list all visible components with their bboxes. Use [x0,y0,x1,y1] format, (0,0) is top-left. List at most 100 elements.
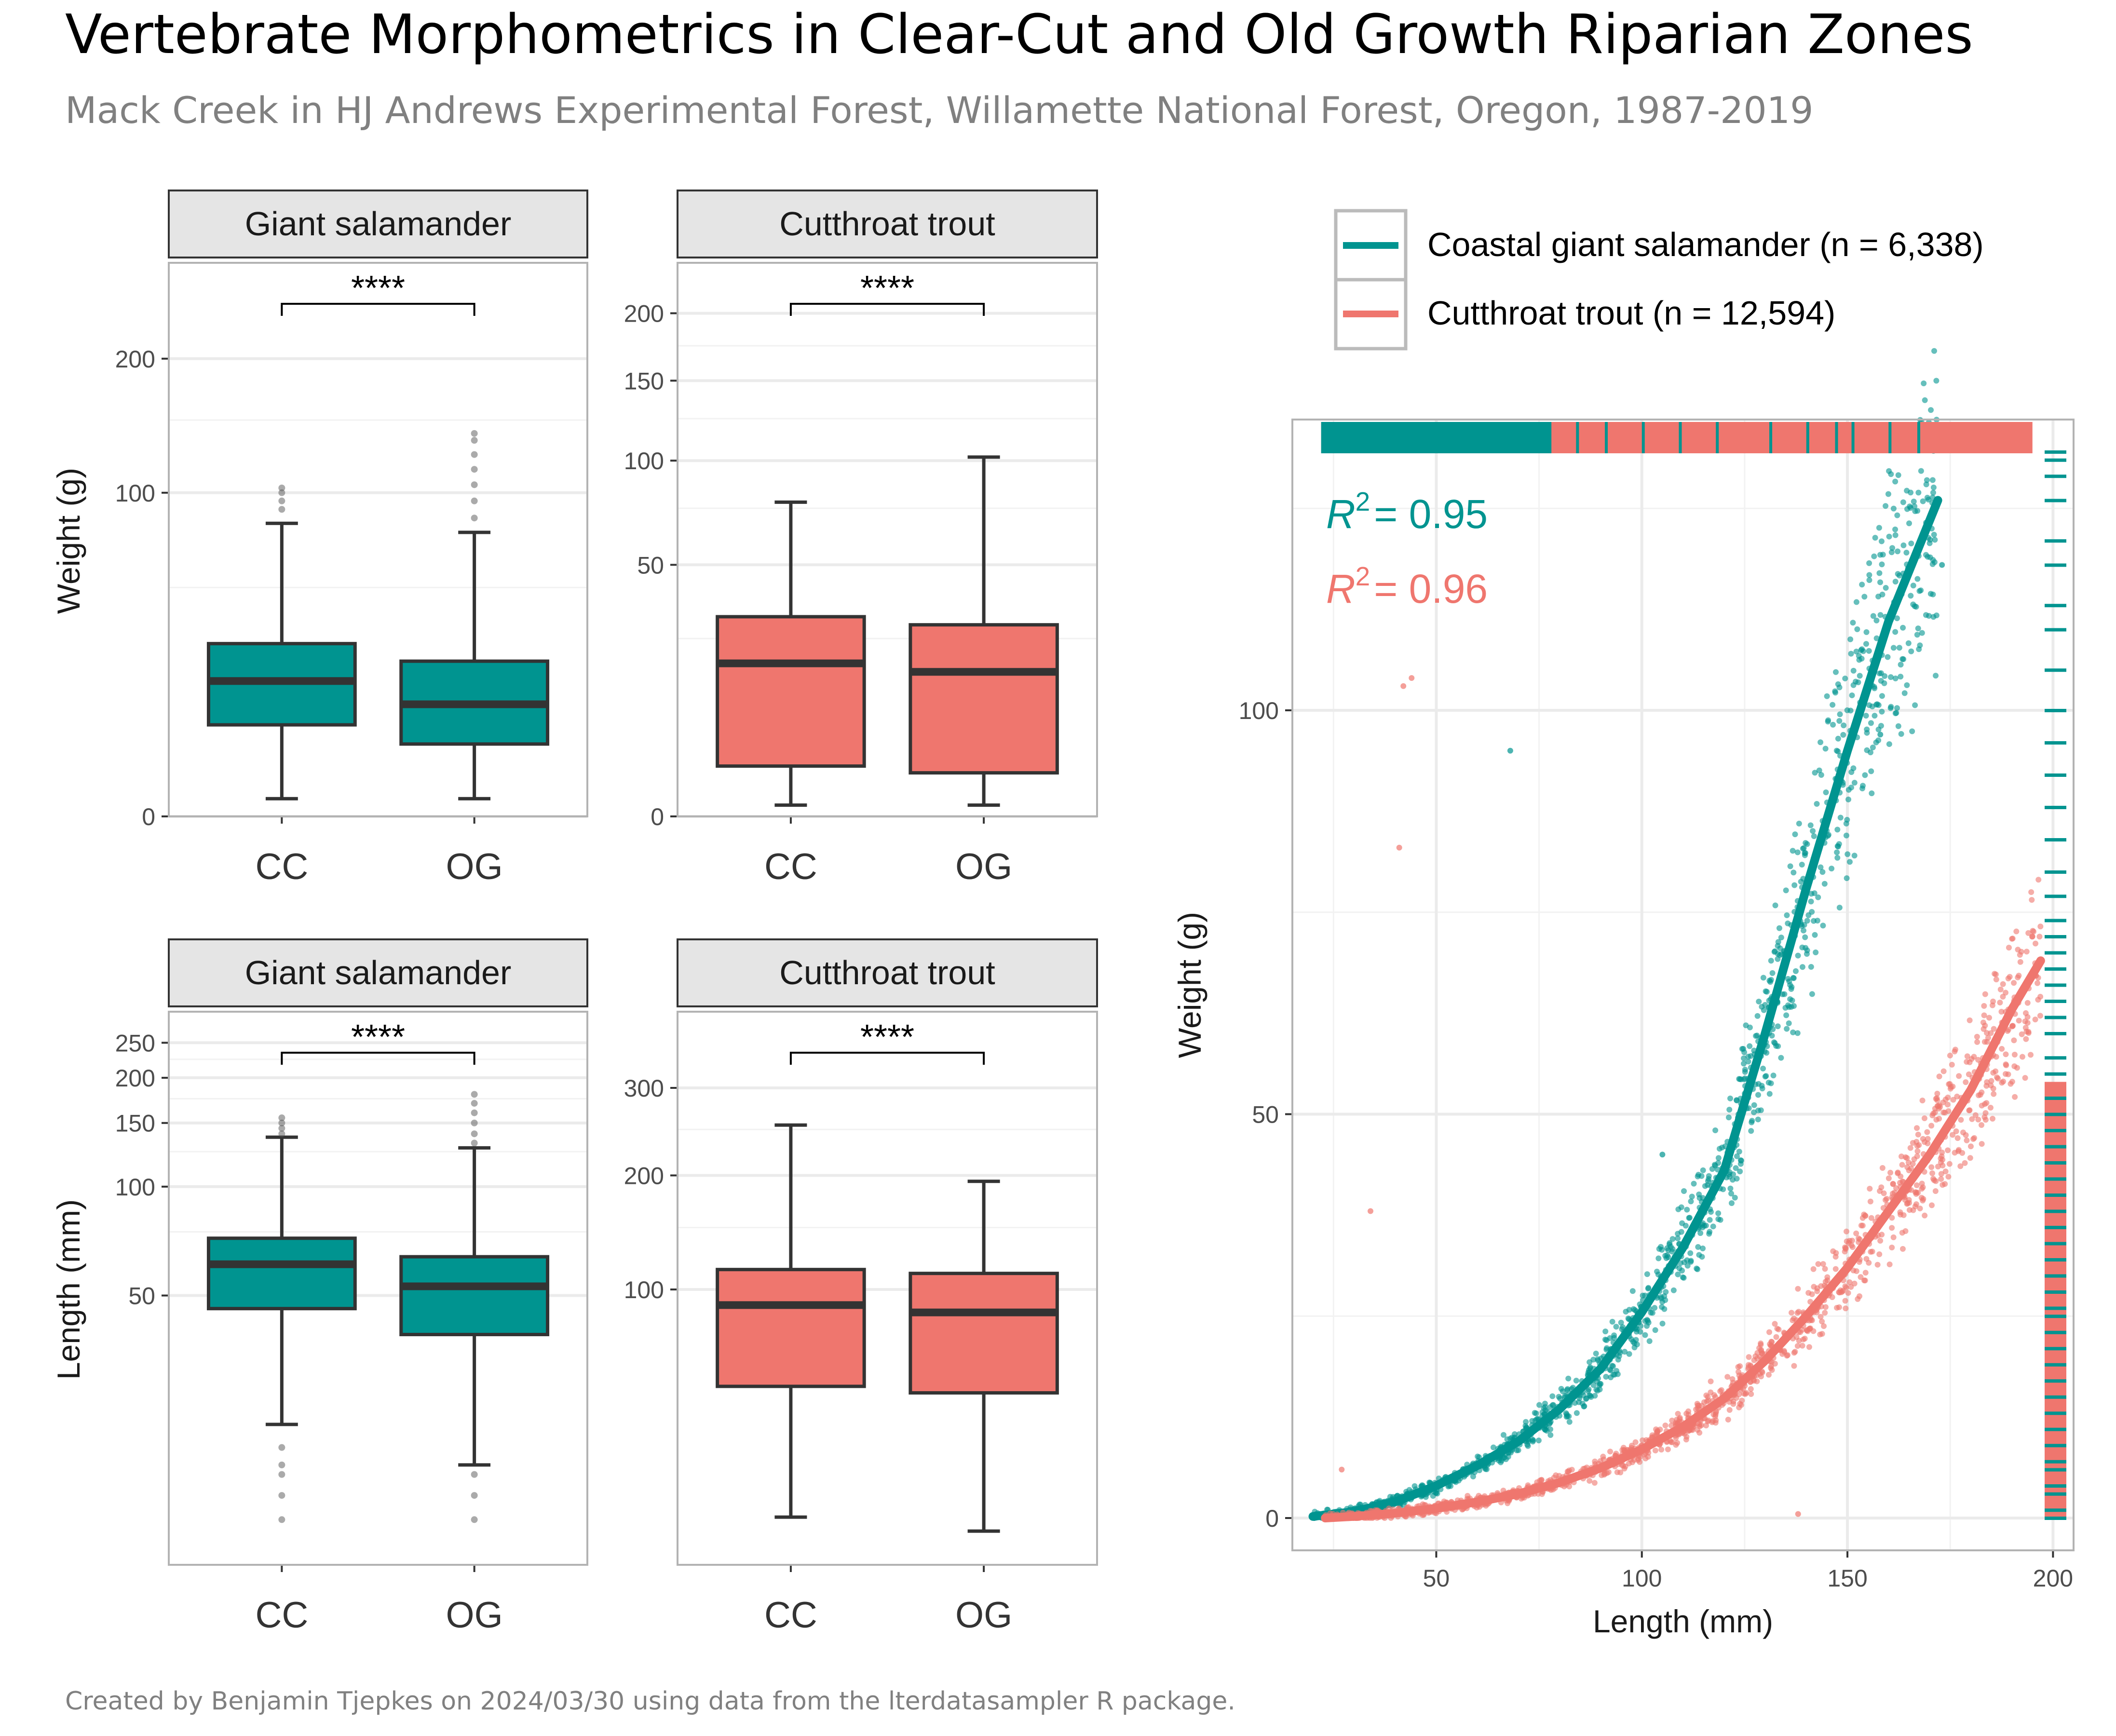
scatter-point [1856,653,1862,659]
scatter-point [1747,1043,1753,1049]
scatter-point [1895,472,1901,478]
scatter-point [1759,1085,1765,1092]
r2-symbol: R [1326,491,1356,537]
outlier-point [278,506,285,513]
scatter-point [2007,974,2013,980]
scatter-point [1928,1202,1935,1208]
scatter-point [1626,1307,1632,1313]
scatter-point [1681,1188,1687,1194]
scatter-point [1991,1026,1997,1032]
scatter-point [1724,1374,1731,1380]
rug-right-tick [2045,1492,2066,1496]
scatter-point [1868,768,1874,774]
scatter-point [1982,1110,1989,1116]
scatter-point [1949,1061,1955,1068]
scatter-point [1819,869,1826,875]
scatter-point [1953,1128,1959,1134]
scatter-point [2009,1023,2016,1029]
scatter-point [1979,1102,1985,1109]
scatter-point [1876,525,1882,531]
scatter-point [1861,594,1868,600]
scatter-point [1465,1492,1471,1499]
scatter-point [1696,1195,1703,1201]
rug-right-tick [2045,1363,2066,1367]
scatter-point [1934,1090,1940,1097]
scatter-point [1940,1182,1946,1188]
rug-right-tick [2045,1145,2066,1149]
scatter-point [1908,489,1914,496]
scatter-point [1776,925,1782,931]
scatter-point [1763,989,1770,995]
rug-top-tick [1888,422,1892,453]
panel-border [677,262,1098,817]
rug-right-tick [2045,1517,2066,1520]
facet-strip-label: Giant salamander [245,205,512,243]
scatter-point [1855,679,1861,685]
rug-right-tick [2045,475,2066,478]
box-panels: Giant salamander 0 100 200 **** CC OG Weight (g… [51,190,1098,1636]
scatter-point [1507,747,1513,754]
scatter-point [1867,1185,1873,1192]
rug-right-tick [2045,539,2066,543]
rug-right-tick [2045,1112,2066,1116]
scatter-point [1846,859,1853,865]
scatter-point [1547,1432,1554,1438]
scatter-point [1736,1149,1742,1155]
scatter-point [1877,579,1884,585]
scatter-point [1837,814,1844,821]
outlier-point [278,497,285,504]
rug-right-tick [2045,458,2066,462]
y-tick-label: 250 [115,1030,155,1057]
outlier-point [471,497,478,504]
rug-right-tick [2045,838,2066,841]
scatter-point [1874,1261,1881,1268]
scatter-point [1794,1030,1801,1036]
scatter-point [1950,1097,1956,1103]
scatter-point [1776,1326,1782,1332]
scatter-point [1678,1229,1684,1235]
scatter-point [1697,1230,1704,1236]
scatter-point [1681,1259,1687,1265]
scatter-point [1915,625,1921,632]
scatter-point [1700,1245,1706,1251]
scatter-point [1869,790,1875,797]
scatter-point [1894,512,1900,518]
scatter-point [1972,1112,1979,1118]
scatter-point [1979,1141,1985,1147]
scatter-point [1594,1387,1601,1394]
scatter-point [1536,1402,1543,1408]
scatter-point [2011,1051,2018,1058]
scatter-point [1885,491,1891,497]
scatter-point [1990,998,1996,1004]
scatter-point [1773,1334,1779,1340]
scatter-point [1822,1310,1828,1316]
scatter-point [1857,1236,1863,1243]
scatter-point [1924,1129,1930,1135]
scatter-point [1900,656,1907,663]
scatter-point [1842,1248,1848,1255]
scatter-point [1339,1466,1345,1473]
scatter-point [2023,949,2030,955]
y-tick-label: 100 [624,1276,664,1303]
scatter-point [1749,1118,1755,1124]
signif-bracket [789,303,985,316]
scatter-point [1591,1480,1598,1486]
scatter-point [1777,952,1783,958]
scatter-point [1845,1290,1851,1296]
scatter-point [1753,1033,1759,1039]
scatter-point [1878,670,1884,677]
scatter-point [1618,1319,1624,1326]
scatter-point [1820,1261,1826,1267]
scatter-point [1758,1342,1764,1348]
scatter-point [1708,1378,1714,1384]
scatter-point [1847,636,1854,642]
scatter-point [1727,1095,1734,1101]
scatter-point [1970,1136,1976,1142]
y-tick-label: 100 [115,1174,155,1201]
rug-right-tick [2045,935,2066,938]
scatter-point [1689,1194,1695,1200]
scatter-point [2037,1013,2043,1019]
y-tick-label: 200 [624,1162,664,1189]
scatter-point [1931,1177,1937,1183]
scatter-point [1928,407,1934,413]
